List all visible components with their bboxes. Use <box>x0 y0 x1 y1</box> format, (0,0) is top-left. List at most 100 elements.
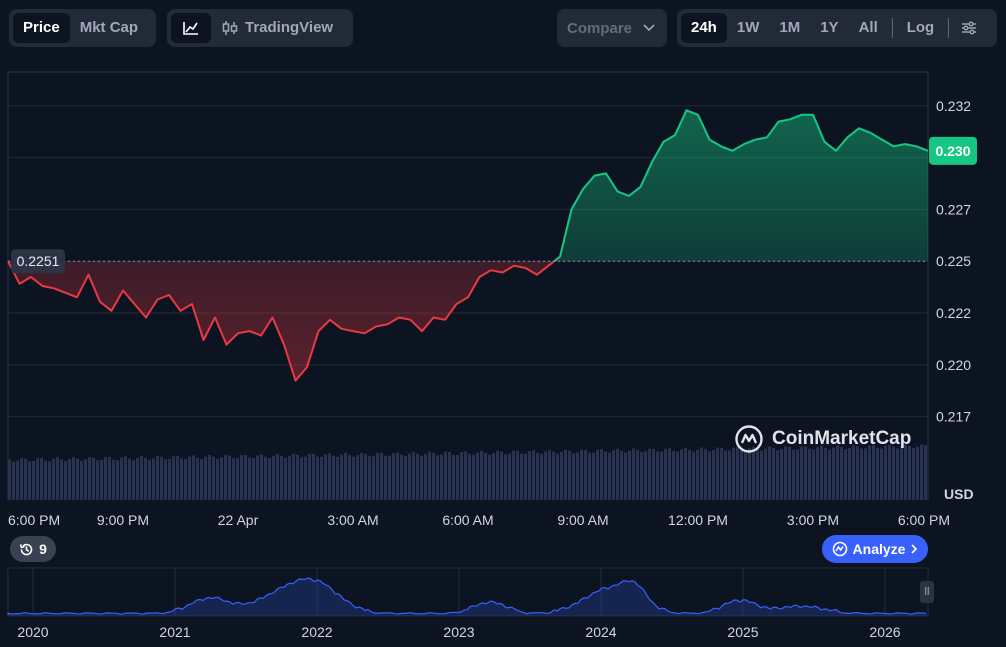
x-tick-label: 3:00 PM <box>787 512 839 528</box>
analyze-button[interactable]: Analyze <box>822 535 928 563</box>
volume-bar <box>168 458 171 500</box>
volume-bar <box>740 449 743 500</box>
price-mktcap-toggle: Price Mkt Cap <box>9 9 156 47</box>
volume-bar <box>276 453 279 500</box>
range-1y[interactable]: 1Y <box>820 19 839 36</box>
volume-bar <box>492 452 495 500</box>
volume-bar <box>900 446 903 500</box>
y-tick-label: 0.225 <box>936 253 971 269</box>
volume-bar <box>96 460 99 500</box>
volume-bar <box>144 457 147 500</box>
analyze-icon <box>832 541 847 557</box>
history-navigator[interactable]: 2020 2021 2022 2023 2024 2025 2026 <box>0 562 1006 647</box>
range-24h[interactable]: 24h <box>681 13 727 43</box>
volume-bars <box>8 444 927 500</box>
volume-bar <box>444 451 447 500</box>
navigator-year-label: 2023 <box>443 624 474 640</box>
volume-bar <box>496 450 499 500</box>
volume-bar <box>808 448 811 500</box>
volume-bar <box>456 454 459 500</box>
price-area-down <box>8 261 555 381</box>
volume-bar <box>440 454 443 500</box>
volume-bar <box>776 450 779 500</box>
price-tab[interactable]: Price <box>13 13 70 43</box>
volume-bar <box>12 461 15 500</box>
volume-bar <box>448 451 451 500</box>
history-badge[interactable]: 9 <box>10 536 56 562</box>
sliders-icon <box>962 21 977 35</box>
tradingview-button[interactable]: TradingView <box>211 13 343 43</box>
x-tick-label: 6:00 AM <box>442 512 493 528</box>
range-1m[interactable]: 1M <box>779 19 801 36</box>
volume-bar <box>172 456 175 500</box>
volume-bar <box>480 450 483 500</box>
history-count: 9 <box>39 541 47 557</box>
y-tick-label: 0.227 <box>936 201 971 217</box>
volume-bar <box>484 452 487 500</box>
volume-bar <box>20 458 23 500</box>
volume-bar <box>560 451 563 500</box>
volume-bar <box>40 457 43 500</box>
volume-bar <box>516 450 519 500</box>
volume-bar <box>616 448 619 500</box>
volume-bar <box>512 450 515 500</box>
volume-bar <box>320 456 323 500</box>
volume-bar <box>92 457 95 500</box>
chevron-right-icon <box>911 544 918 554</box>
volume-bar <box>748 448 751 500</box>
volume-bar <box>504 454 507 500</box>
price-area-up <box>8 110 928 262</box>
mktcap-tab[interactable]: Mkt Cap <box>79 19 139 36</box>
compare-label: Compare <box>567 19 633 37</box>
volume-bar <box>336 456 339 500</box>
volume-bar <box>764 448 767 500</box>
volume-bar <box>836 445 839 500</box>
chevron-down-icon <box>643 24 655 32</box>
volume-bar <box>304 456 307 500</box>
volume-bar <box>732 447 735 500</box>
volume-bar <box>60 459 63 500</box>
price-line-down <box>7 261 556 382</box>
volume-bar <box>572 453 575 500</box>
x-tick-label: 9:00 PM <box>97 512 149 528</box>
volume-bar <box>664 448 667 500</box>
volume-bar <box>188 456 191 500</box>
volume-bar <box>328 453 331 500</box>
volume-bar <box>652 448 655 500</box>
navigator-year-label: 2024 <box>585 624 616 640</box>
price-area <box>8 110 928 381</box>
volume-bar <box>600 449 603 500</box>
x-tick-label: 22 Apr <box>218 512 259 528</box>
volume-bar <box>208 454 211 500</box>
volume-bar <box>620 450 623 500</box>
volume-bar <box>44 460 47 500</box>
volume-bar <box>192 455 195 500</box>
volume-bar <box>424 454 427 500</box>
volume-bar <box>568 450 571 500</box>
y-tick-label: 0.222 <box>936 305 971 321</box>
volume-bar <box>624 452 627 500</box>
range-1w[interactable]: 1W <box>736 19 760 36</box>
navigator-drag-handle[interactable]: ll <box>920 581 934 603</box>
volume-bar <box>476 452 479 500</box>
volume-bar <box>636 449 639 500</box>
volume-bar <box>236 457 239 500</box>
volume-bar <box>904 444 907 500</box>
volume-bar <box>212 456 215 500</box>
settings-button[interactable] <box>953 13 985 43</box>
x-tick-label: 6:00 PM <box>8 512 60 528</box>
volume-bar <box>700 447 703 500</box>
line-chart-button[interactable] <box>171 13 211 43</box>
volume-bar <box>416 453 419 500</box>
volume-bar <box>196 457 199 500</box>
price-chart[interactable]: 0.232 0.230 0.227 0.225 0.222 0.220 0.217 USD 6… <box>0 60 1006 535</box>
volume-bar <box>640 452 643 500</box>
compare-dropdown[interactable]: Compare <box>557 9 667 47</box>
volume-bar <box>472 454 475 500</box>
navigator-area <box>8 578 928 616</box>
baseline-badge-label: 0.2251 <box>17 253 60 269</box>
range-all[interactable]: All <box>858 19 878 36</box>
volume-bar <box>876 447 879 500</box>
log-scale-toggle[interactable]: Log <box>906 19 935 36</box>
volume-bar <box>772 447 775 500</box>
